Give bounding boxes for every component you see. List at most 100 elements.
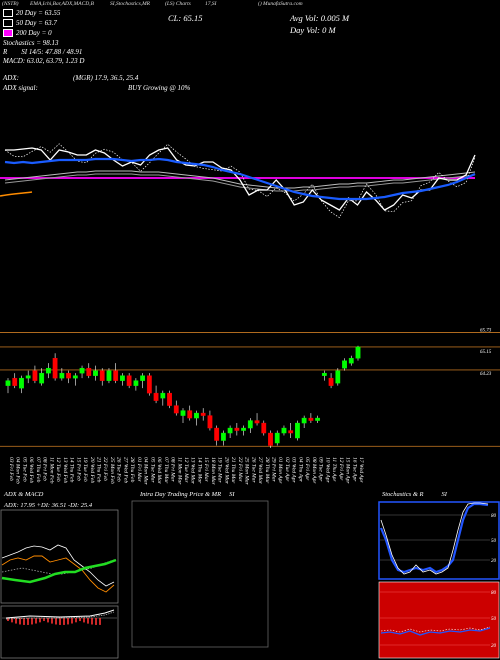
adx-readout: ADX: 17.95 +DI: 36.51 -DI: 25.4 (4, 502, 93, 509)
day-volume: Day Vol: 0 M (290, 25, 336, 35)
date-label: 14 Thu Mar (196, 457, 203, 484)
date-label: 22 Fri Feb (102, 457, 108, 481)
candle (281, 425, 287, 436)
candle (133, 378, 139, 391)
date-label: 26 Tue Mar (250, 457, 256, 484)
adx-signal-label: ADX signal: (3, 84, 38, 92)
candle (288, 423, 294, 439)
stoch-k-line (379, 502, 489, 574)
date-label: 09 Tue Apr (318, 457, 324, 482)
candle (52, 353, 58, 381)
candle (153, 385, 159, 404)
stoch-title-row: Stochastics & R SI (382, 491, 447, 498)
stochastics-readout: Stochastics = 98.13 (3, 39, 59, 47)
adx-band-line (1, 559, 115, 575)
date-label: 07 Thu Mar (163, 457, 169, 484)
date-label: 19 Tue Feb (82, 457, 88, 482)
candle (328, 373, 334, 389)
candle (261, 420, 267, 436)
date-label: 14 Thu Feb (69, 457, 76, 483)
date-label: 19 Tue Mar (217, 457, 223, 484)
candle (173, 400, 179, 416)
stochastics-panel: 80 50 20 80 50 20 (378, 501, 500, 659)
intraday-title-row: Intra Day Trading Price & MR SI (140, 491, 235, 498)
stochastic-overlay-line (4, 143, 476, 219)
ema20-swatch (3, 9, 13, 18)
candle (308, 413, 314, 424)
date-axis: 03 Fri Feb 04 Mon Feb 05 Tue Feb 06 Wed Feb… (8, 457, 364, 486)
date-label: 08 Mon Apr (311, 457, 317, 484)
macd-signal-line (5, 611, 115, 620)
candle (113, 363, 119, 384)
ema50-line (4, 170, 476, 189)
mgr-readout: (MGR) 17.9, 36.5, 25.4 (73, 74, 139, 82)
candle (207, 410, 213, 431)
date-label: 21 Thu Feb (96, 457, 102, 483)
date-label: 25 Mon Mar (244, 457, 250, 486)
date-label: 27 Wed Feb (122, 457, 128, 483)
date-label: 01 Fri Mar (136, 457, 142, 483)
date-label: 08 Fri Feb (42, 457, 48, 481)
date-label: 02 Tue Apr (284, 457, 290, 482)
date-label: 10 Wed Apr (324, 457, 330, 484)
date-label: 03 Wed Apr (291, 457, 297, 484)
candle (321, 370, 327, 381)
adx-signal-row: ADX signal: BUY Growing @ 10% (3, 84, 190, 92)
close-price: CL: 65.15 (168, 13, 203, 23)
date-label: 05 Tue Mar (149, 457, 155, 484)
candle (146, 373, 152, 396)
header-item: () MunafaSutra.com (258, 1, 303, 7)
candle (140, 373, 146, 389)
r-label: R (3, 48, 8, 56)
candle (32, 365, 38, 384)
date-label: 27 Wed Mar (257, 457, 263, 485)
date-label: 03 Fri Feb (8, 457, 14, 481)
legend-ema20: 20 Day = 63.55 (3, 9, 60, 18)
stoch-level-label: 50 (491, 539, 497, 544)
header-item: EMA,Ichi,Bar,ADX,MACD,B (30, 1, 94, 7)
intraday-panel (131, 500, 269, 648)
date-label: 28 Thu Mar (264, 457, 270, 484)
candle (25, 370, 31, 384)
candle (200, 408, 206, 421)
ema50-label: 50 Day = 63.7 (16, 19, 57, 27)
orange-line (0, 191, 33, 197)
date-label: 06 Wed Feb (28, 457, 34, 483)
buy-signal: BUY Growing @ 10% (128, 84, 191, 92)
date-label: 08 Fri Mar (170, 457, 176, 483)
adx-macd-title: ADX & MACD (4, 491, 44, 498)
plus-di-line (1, 555, 115, 593)
date-label: 29 Fri Mar (271, 457, 277, 483)
si-level-label: 50 (491, 617, 497, 622)
date-label: 28 Thu Feb (129, 457, 135, 483)
price-axis-label: 65.73 (480, 328, 492, 333)
minus-di-line (1, 544, 115, 587)
candle (295, 420, 300, 441)
candle (66, 370, 71, 384)
header-item: (LS) Charts (165, 1, 191, 7)
date-label: 16 Tue Apr (351, 457, 357, 482)
candle (86, 363, 92, 379)
date-label: 15 Fri Feb (75, 457, 81, 481)
ema200-swatch (3, 29, 13, 38)
candle (99, 368, 105, 386)
candle (72, 373, 78, 386)
date-label: 13 Wed Feb (62, 457, 68, 483)
date-label: 12 Tue Mar (183, 457, 189, 484)
date-label: 15 Mon Apr (345, 457, 351, 484)
ema200-label: 200 Day = 0 (16, 29, 52, 37)
candle (234, 423, 240, 436)
candle (241, 425, 246, 436)
candle (59, 368, 65, 381)
ema50-swatch (3, 19, 13, 28)
avg-volume: Avg Vol: 0.005 M (290, 13, 350, 23)
candle (315, 415, 321, 424)
adx-line (1, 558, 117, 584)
candle (214, 425, 220, 446)
price-axis-label: 64.23 (480, 372, 492, 377)
date-label: 05 Tue Feb (21, 457, 27, 482)
candle (247, 418, 253, 434)
si-level-label: 80 (491, 591, 497, 596)
candle (79, 365, 85, 379)
